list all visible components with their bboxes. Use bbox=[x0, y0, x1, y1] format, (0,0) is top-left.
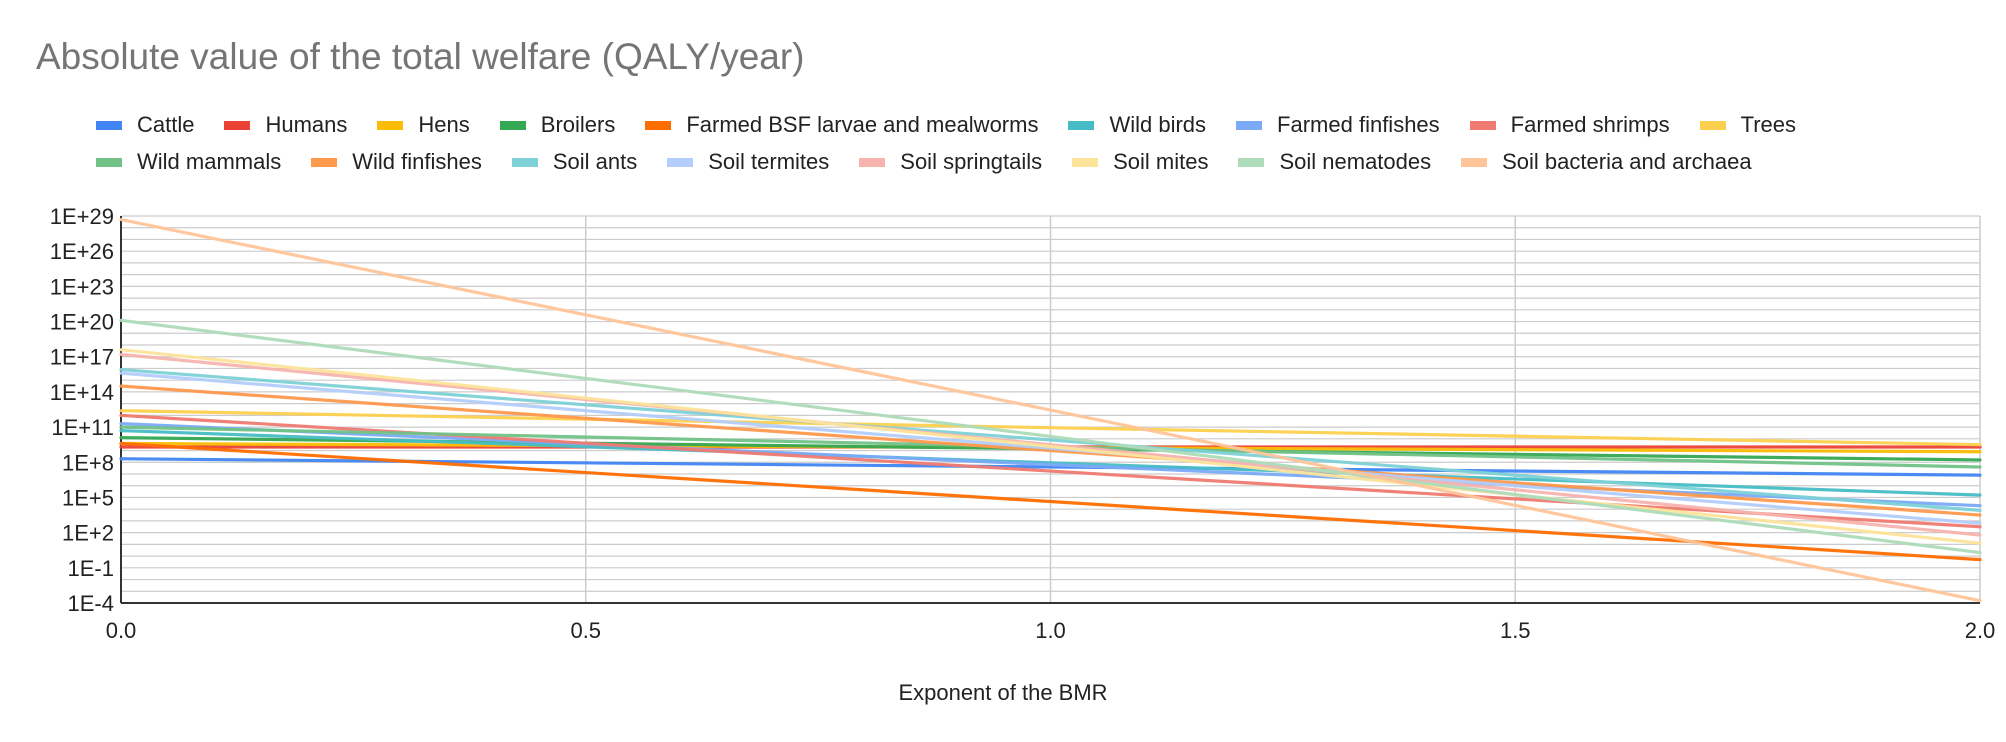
y-tick-label: 1E+14 bbox=[50, 380, 114, 405]
legend-swatch bbox=[1238, 157, 1265, 167]
legend-swatch bbox=[511, 157, 538, 167]
series-line-wild-birds bbox=[119, 429, 1982, 497]
x-tick-label: 1.5 bbox=[1500, 618, 1531, 643]
y-tick-label: 1E+20 bbox=[50, 310, 114, 335]
legend-label: Humans bbox=[265, 112, 348, 137]
tick-labels: 1E+29 1E+26 1E+23 1E+20 1E+17 1E+14 1E+11 1E+8 1… bbox=[50, 204, 1996, 643]
legend-item: Soil termites bbox=[667, 149, 829, 175]
legend-swatch bbox=[311, 157, 338, 167]
series-line-soil-bacteria-and-archaea bbox=[119, 217, 1982, 603]
legend-item: Farmed shrimps bbox=[1469, 112, 1670, 138]
x-axis-title: Exponent of the BMR bbox=[898, 680, 1108, 705]
legend-label: Farmed BSF larvae and mealworms bbox=[686, 112, 1039, 137]
series-line-wild-finfishes bbox=[119, 384, 1982, 517]
legend-swatch bbox=[1236, 120, 1263, 130]
legend-label: Soil bacteria and archaea bbox=[1502, 149, 1752, 174]
legend-item: Trees bbox=[1699, 112, 1797, 138]
legend-item: Soil mites bbox=[1072, 149, 1208, 175]
legend-swatch bbox=[377, 120, 404, 130]
series-line-farmed-bsf-larvae-and-mealworms bbox=[119, 441, 1982, 562]
legend-swatch bbox=[1461, 157, 1488, 167]
chart-title: Absolute value of the total welfare (QAL… bbox=[36, 36, 805, 77]
legend-swatch bbox=[1068, 120, 1095, 130]
series-line-soil-nematodes bbox=[119, 318, 1982, 555]
legend-swatch bbox=[645, 120, 672, 130]
x-tick-label: 0.5 bbox=[570, 618, 601, 643]
legend-swatch bbox=[1072, 157, 1099, 167]
legend-item: Wild finfishes bbox=[311, 149, 482, 175]
series-line-trees bbox=[119, 409, 1982, 447]
legend-swatch bbox=[667, 157, 694, 167]
legend-swatch bbox=[1469, 120, 1496, 130]
legend-label: Broilers bbox=[540, 112, 616, 137]
series-line-soil-springtails bbox=[119, 352, 1982, 537]
legend-item: Farmed finfishes bbox=[1236, 112, 1440, 138]
legend-label: Wild finfishes bbox=[352, 149, 482, 174]
y-tick-label: 1E+23 bbox=[50, 274, 114, 299]
series-line-soil-ants bbox=[119, 368, 1982, 512]
legend-label: Trees bbox=[1740, 112, 1797, 137]
legend-swatch bbox=[1699, 120, 1726, 130]
legend-swatch bbox=[499, 120, 526, 130]
legend-item: Soil bacteria and archaea bbox=[1461, 149, 1752, 175]
legend-item: Broilers bbox=[499, 112, 616, 138]
series-line-soil-mites bbox=[119, 348, 1982, 545]
legend-item: Soil springtails bbox=[859, 149, 1042, 175]
legend-label: Hens bbox=[418, 112, 470, 137]
series-line-soil-termites bbox=[119, 371, 1982, 525]
legend-label: Wild birds bbox=[1109, 112, 1207, 137]
legend-label: Soil termites bbox=[708, 149, 830, 174]
legend-label: Farmed shrimps bbox=[1510, 112, 1670, 137]
y-tick-label: 1E-1 bbox=[68, 556, 114, 581]
y-tick-label: 1E+2 bbox=[62, 521, 114, 546]
y-tick-label: 1E-4 bbox=[68, 591, 114, 616]
y-tick-label: 1E+5 bbox=[62, 485, 114, 510]
legend-row-2: Wild mammals Wild finfishes Soil ants Soil … bbox=[96, 149, 1782, 175]
y-tick-label: 1E+17 bbox=[50, 345, 114, 370]
legend-swatch bbox=[96, 157, 122, 167]
legend-label: Farmed finfishes bbox=[1277, 112, 1440, 137]
x-tick-label: 1.0 bbox=[1035, 618, 1066, 643]
legend-item: Wild birds bbox=[1068, 112, 1206, 138]
y-tick-label: 1E+26 bbox=[50, 239, 114, 264]
y-tick-label: 1E+8 bbox=[62, 450, 114, 475]
legend-swatch bbox=[859, 157, 886, 167]
legend-item: Soil ants bbox=[511, 149, 638, 175]
x-tick-label: 2.0 bbox=[1965, 618, 1996, 643]
series-lines bbox=[119, 217, 1982, 603]
y-tick-label: 1E+11 bbox=[51, 415, 114, 440]
legend-item: Soil nematodes bbox=[1238, 149, 1431, 175]
legend-item: Wild mammals bbox=[96, 149, 281, 175]
legend-label: Wild mammals bbox=[137, 149, 282, 174]
legend-label: Soil mites bbox=[1113, 149, 1209, 174]
y-tick-label: 1E+29 bbox=[50, 204, 114, 229]
legend-swatch bbox=[96, 120, 122, 130]
x-tick-label: 0.0 bbox=[106, 618, 137, 643]
legend-item: Hens bbox=[377, 112, 470, 138]
legend-swatch bbox=[224, 120, 251, 130]
legend-item: Humans bbox=[224, 112, 347, 138]
legend-label: Soil ants bbox=[552, 149, 638, 174]
legend-label: Cattle bbox=[137, 112, 195, 137]
legend-label: Soil nematodes bbox=[1279, 149, 1432, 174]
legend-label: Soil springtails bbox=[900, 149, 1043, 174]
legend-item: Farmed BSF larvae and mealworms bbox=[645, 112, 1038, 138]
legend-row-1: Cattle Humans Hens Broilers Farmed BSF larva… bbox=[96, 112, 1826, 138]
legend-item: Cattle bbox=[96, 112, 194, 138]
